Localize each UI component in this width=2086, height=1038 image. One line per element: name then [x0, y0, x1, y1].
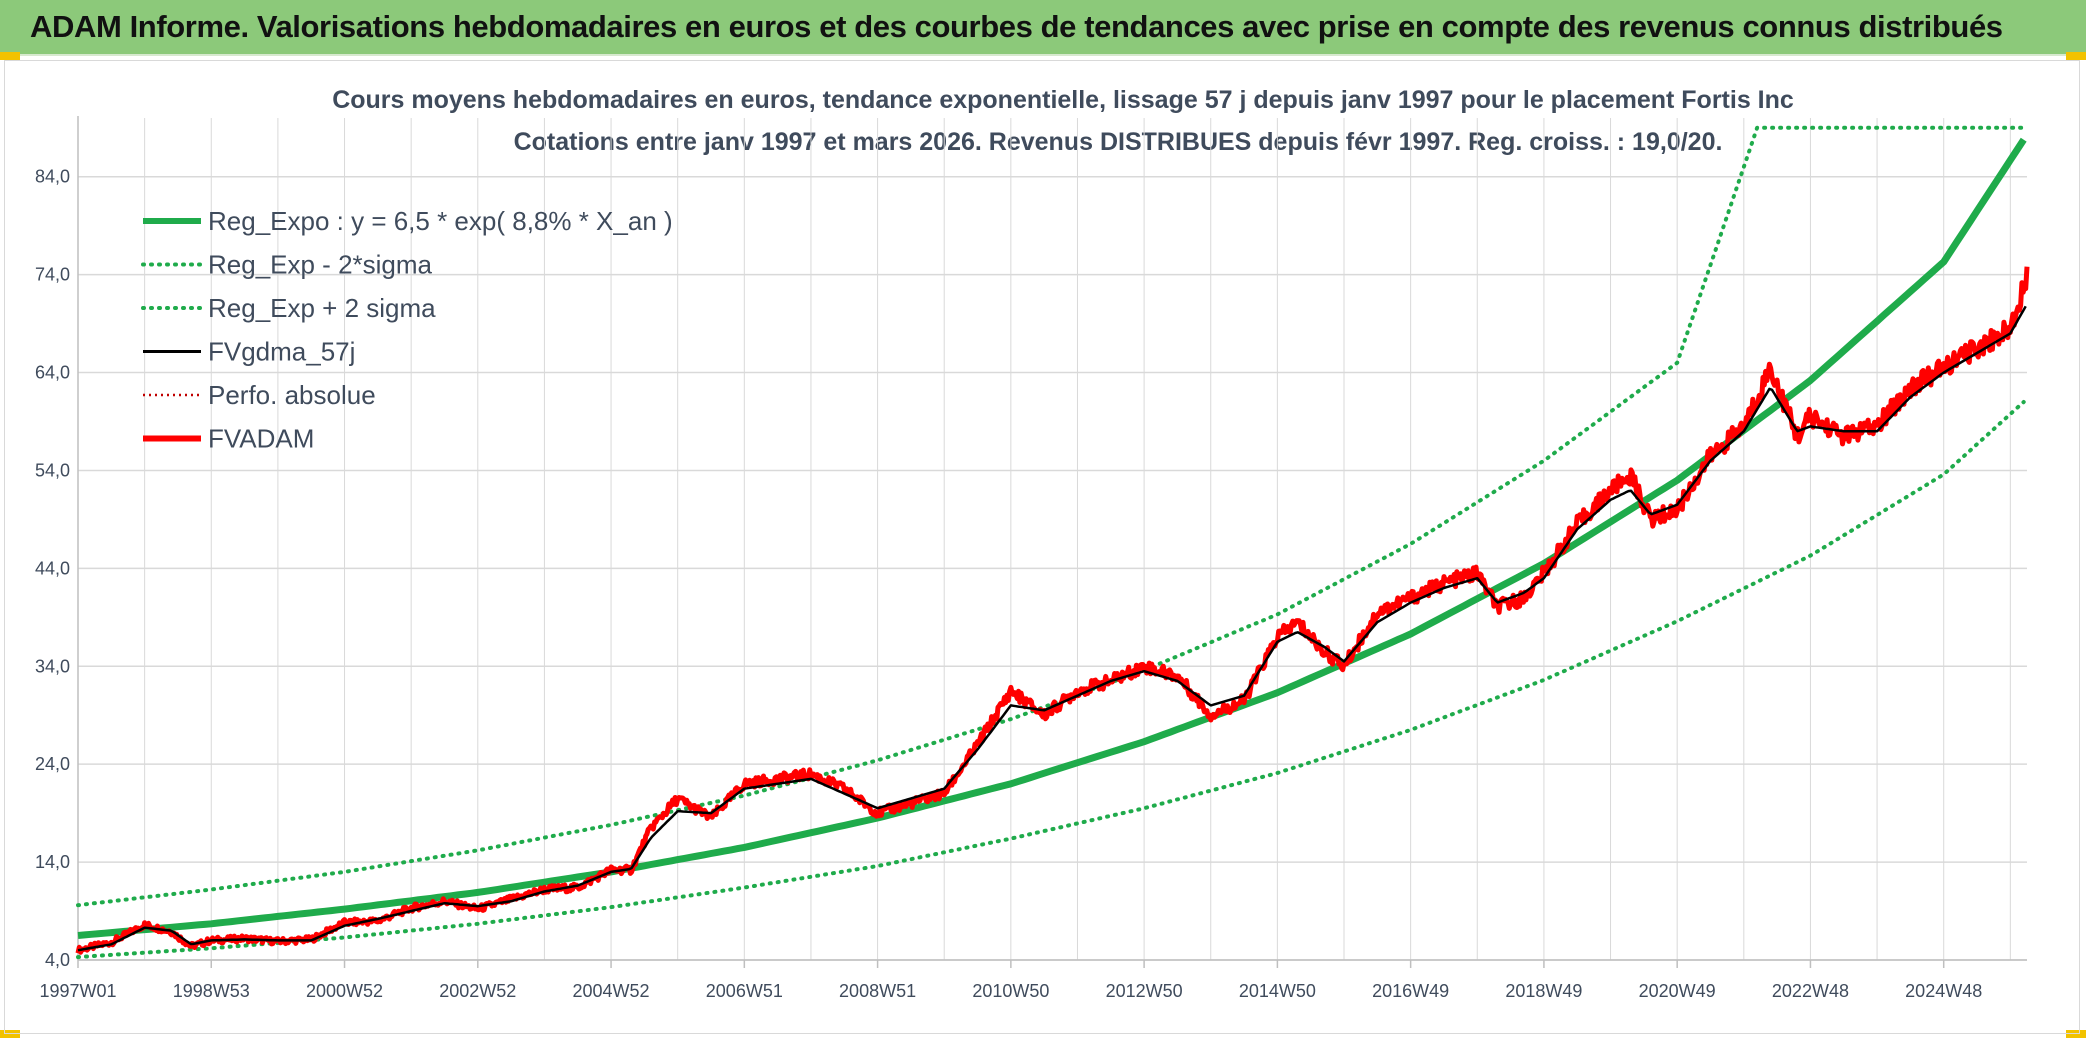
x-tick-label: 2014W50: [1239, 981, 1316, 1001]
y-tick-label: 84,0: [35, 167, 70, 187]
x-tick-label: 2018W49: [1505, 981, 1582, 1001]
x-tick-label: 1997W01: [39, 981, 116, 1001]
x-tick-label: 2008W51: [839, 981, 916, 1001]
x-tick-label: 1998W53: [173, 981, 250, 1001]
x-tick-label: 2024W48: [1905, 981, 1982, 1001]
legend-label: Reg_Exp + 2 sigma: [208, 293, 436, 323]
x-tick-label: 2006W51: [706, 981, 783, 1001]
y-tick-label: 34,0: [35, 656, 70, 676]
y-tick-label: 14,0: [35, 852, 70, 872]
x-tick-label: 2012W50: [1106, 981, 1183, 1001]
corner-mark: [2066, 1030, 2086, 1038]
report-title: ADAM Informe. Valorisations hebdomadaire…: [30, 9, 2003, 44]
x-tick-label: 2022W48: [1772, 981, 1849, 1001]
x-tick-label: 2004W52: [573, 981, 650, 1001]
fvadam-line: [75, 266, 2030, 955]
lower-band-line: [76, 400, 2026, 960]
x-tick-label: 2020W49: [1639, 981, 1716, 1001]
x-tick-label: 2016W49: [1372, 981, 1449, 1001]
y-tick-label: 24,0: [35, 754, 70, 774]
legend-label: FVADAM: [208, 424, 314, 454]
legend-label: Reg_Expo : y = 6,5 * exp( 8,8% * X_an ): [208, 206, 673, 236]
chart-subtitle: Cotations entre janv 1997 et mars 2026. …: [513, 128, 1723, 156]
y-tick-label: 74,0: [35, 265, 70, 285]
y-tick-label: 64,0: [35, 363, 70, 383]
y-tick-label: 54,0: [35, 460, 70, 480]
x-tick-label: 2000W52: [306, 981, 383, 1001]
smoothed-line: [77, 305, 2027, 952]
corner-mark: [0, 52, 20, 60]
legend-label: FVgdma_57j: [208, 337, 355, 367]
chart-title: Cours moyens hebdomadaires en euros, ten…: [332, 86, 1794, 114]
corner-mark: [0, 1030, 20, 1038]
report-banner: ADAM Informe. Valorisations hebdomadaire…: [0, 0, 2086, 56]
x-tick-label: 2010W50: [972, 981, 1049, 1001]
chart-frame: [4, 60, 2080, 1034]
trend-line: [77, 137, 2027, 939]
legend-label: Perfo. absolue: [208, 380, 376, 410]
corner-mark: [2066, 52, 2086, 60]
upper-band-line: [76, 125, 2026, 908]
legend-label: Reg_Exp - 2*sigma: [208, 250, 433, 280]
x-tick-label: 2002W52: [439, 981, 516, 1001]
y-tick-label: 4,0: [45, 950, 70, 970]
y-tick-label: 44,0: [35, 558, 70, 578]
